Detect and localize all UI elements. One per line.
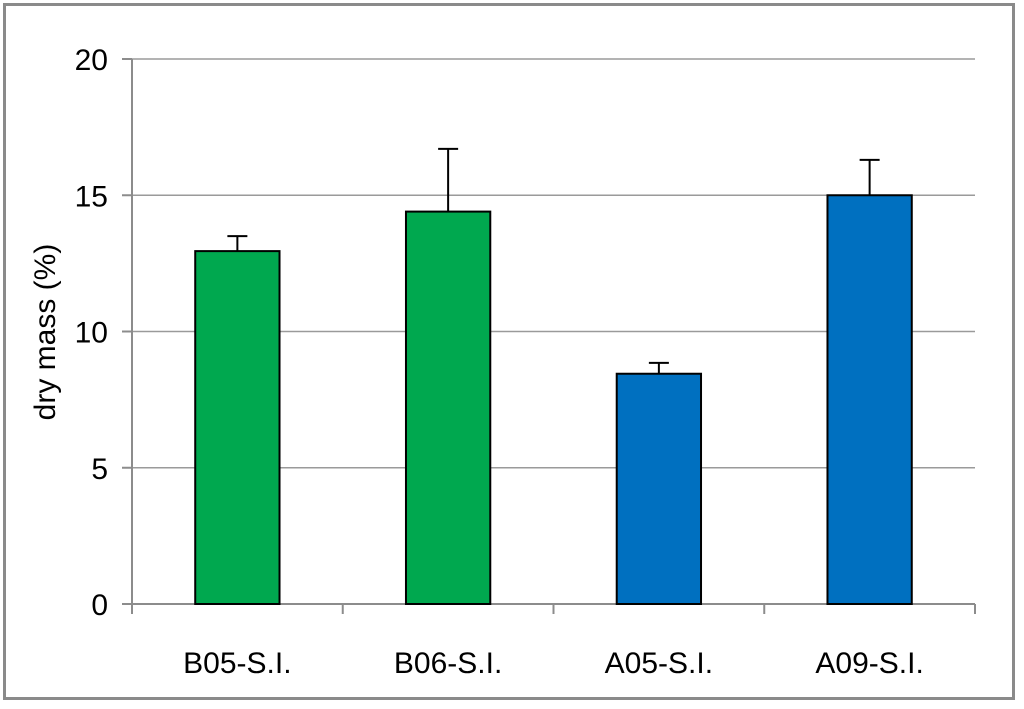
bar-a09-s-i (826, 194, 913, 605)
y-tick-labels: 0 5 10 15 20 (75, 44, 108, 622)
y-tick-label: 5 (91, 453, 108, 486)
x-tick-label: A05-S.I. (605, 647, 713, 680)
y-tick-label: 0 (91, 589, 108, 622)
x-tick-label: B05-S.I. (183, 647, 291, 680)
bar-b05-s-i (194, 250, 281, 606)
bar-b06-s-i (404, 210, 492, 605)
bar-a05-s-i (615, 372, 703, 605)
y-axis-label: dry mass (%) (29, 244, 62, 421)
x-tick-label: B06-S.I. (394, 647, 502, 680)
x-tick-labels: B05-S.I. B06-S.I. A05-S.I. A09-S.I. (183, 647, 924, 680)
y-tick-label: 15 (75, 180, 108, 213)
x-tick-label: A09-S.I. (815, 647, 923, 680)
bars (194, 194, 913, 606)
error-bars (227, 147, 880, 374)
y-tick-label: 20 (75, 44, 108, 77)
y-tick-label: 10 (75, 317, 108, 350)
